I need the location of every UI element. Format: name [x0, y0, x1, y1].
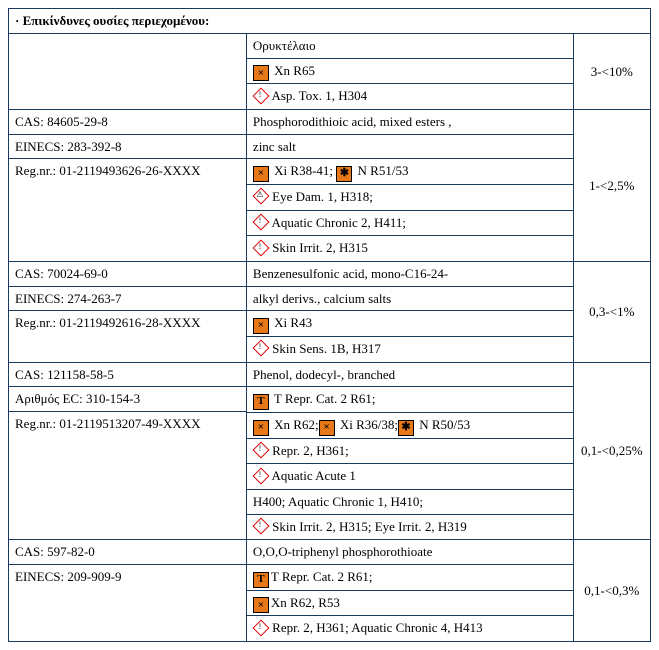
- desc-text: Xn R62, R53: [271, 595, 340, 610]
- id-line: Αριθμός EC: 310-154-3: [9, 387, 246, 412]
- substance-id-cell: CAS: 84605-29-8EINECS: 283-392-8Reg.nr.:…: [9, 110, 247, 262]
- concentration-cell: 0,1-<0,25%: [573, 362, 650, 540]
- desc-text: Aquatic Acute 1: [269, 468, 356, 483]
- hazard-pictogram: ×: [253, 594, 269, 614]
- desc-line: alkyl derivs., calcium salts: [247, 287, 573, 312]
- hazard-pictogram: !: [253, 468, 267, 488]
- hazard-pictogram: ✱: [398, 416, 414, 436]
- hazard-pictogram: !: [253, 442, 267, 462]
- id-line: CAS: 597-82-0: [9, 540, 246, 565]
- id-line: CAS: 70024-69-0: [9, 262, 246, 287]
- desc-text: Xn R65: [271, 63, 315, 78]
- id-line: Reg.nr.: 01-2119493626-26-XXXX: [9, 159, 246, 183]
- hazard-pictogram: !: [253, 214, 267, 234]
- desc-text: Xi R36/38;: [337, 417, 398, 432]
- hazard-pictogram: ×: [319, 416, 335, 436]
- desc-line: ! Skin Sens. 1B, H317: [247, 337, 573, 362]
- hazard-pictogram: !: [253, 620, 267, 640]
- substance-desc-cell: Phosphorodithioic acid, mixed esters , z…: [246, 110, 573, 262]
- substance-id-cell: CAS: 597-82-0EINECS: 209-909-9: [9, 540, 247, 642]
- desc-line: O,O,O-triphenyl phosphorothioate: [247, 540, 573, 565]
- id-line: EINECS: 283-392-8: [9, 135, 246, 160]
- desc-text: Ορυκτέλαιο: [253, 38, 316, 53]
- hazard-pictogram: T: [253, 390, 269, 410]
- hazard-pictogram: !: [253, 240, 267, 260]
- desc-text: Repr. 2, H361;: [269, 443, 349, 458]
- hazard-pictogram: ✱: [336, 162, 352, 182]
- desc-text: alkyl derivs., calcium salts: [253, 291, 391, 306]
- desc-text: Skin Sens. 1B, H317: [269, 341, 381, 356]
- desc-line: Ορυκτέλαιο: [247, 34, 573, 59]
- substance-id-cell: [9, 34, 247, 110]
- desc-line: ! Aquatic Acute 1: [247, 464, 573, 490]
- substance-desc-cell: Phenol, dodecyl-, branched T T Repr. Cat.…: [246, 362, 573, 540]
- concentration-cell: 1-<2,5%: [573, 110, 650, 262]
- hazard-pictogram: !: [253, 340, 267, 360]
- desc-text: H400; Aquatic Chronic 1, H410;: [253, 494, 423, 509]
- desc-text: O,O,O-triphenyl phosphorothioate: [253, 544, 432, 559]
- desc-text: Repr. 2, H361; Aquatic Chronic 4, H413: [269, 620, 483, 635]
- desc-line: ! Repr. 2, H361;: [247, 439, 573, 465]
- desc-text: N R50/53: [416, 417, 470, 432]
- desc-text: Xi R43: [271, 315, 312, 330]
- hazard-pictogram: ×: [253, 314, 269, 334]
- concentration-cell: 0,1-<0,3%: [573, 540, 650, 642]
- desc-text: Aquatic Chronic 2, H411;: [269, 215, 406, 230]
- desc-line: zinc salt: [247, 135, 573, 160]
- desc-line: Phenol, dodecyl-, branched: [247, 363, 573, 388]
- hazard-pictogram: !: [253, 518, 267, 538]
- id-line: CAS: 84605-29-8: [9, 110, 246, 135]
- hazard-pictogram: ×: [253, 62, 269, 82]
- id-line: Reg.nr.: 01-2119513207-49-XXXX: [9, 412, 246, 436]
- desc-line: ×Xn R62, R53: [247, 591, 573, 617]
- desc-line: ⚠ Eye Dam. 1, H318;: [247, 185, 573, 211]
- desc-text: T Repr. Cat. 2 R61;: [271, 569, 373, 584]
- desc-line: ! Asp. Tox. 1, H304: [247, 84, 573, 109]
- desc-line: × Xn R62;× Xi R36/38;✱ N R50/53: [247, 413, 573, 439]
- substance-desc-cell: Ορυκτέλαιο× Xn R65! Asp. Tox. 1, H304: [246, 34, 573, 110]
- substance-desc-cell: O,O,O-triphenyl phosphorothioate TT Repr.…: [246, 540, 573, 642]
- desc-text: Asp. Tox. 1, H304: [269, 88, 367, 103]
- desc-text: Skin Irrit. 2, H315; Eye Irrit. 2, H319: [269, 519, 467, 534]
- desc-text: T Repr. Cat. 2 R61;: [271, 391, 376, 406]
- desc-line: Benzenesulfonic acid, mono-C16-24-: [247, 262, 573, 287]
- table-header: · Επικίνδυνες ουσίες περιεχομένου:: [9, 9, 651, 34]
- desc-line: H400; Aquatic Chronic 1, H410;: [247, 490, 573, 515]
- desc-text: zinc salt: [253, 139, 296, 154]
- substance-id-cell: CAS: 70024-69-0EINECS: 274-263-7Reg.nr.:…: [9, 262, 247, 363]
- desc-line: ! Aquatic Chronic 2, H411;: [247, 211, 573, 237]
- desc-text: Phenol, dodecyl-, branched: [253, 367, 395, 382]
- hazard-pictogram: T: [253, 568, 269, 588]
- desc-line: ! Skin Irrit. 2, H315: [247, 236, 573, 261]
- hazard-pictogram: ×: [253, 416, 269, 436]
- desc-line: ! Skin Irrit. 2, H315; Eye Irrit. 2, H31…: [247, 515, 573, 540]
- concentration-cell: 3-<10%: [573, 34, 650, 110]
- id-line: CAS: 121158-58-5: [9, 363, 246, 388]
- desc-text: Xi R38-41;: [271, 163, 336, 178]
- desc-line: Phosphorodithioic acid, mixed esters ,: [247, 110, 573, 135]
- desc-line: × Xi R38-41; ✱ N R51/53: [247, 159, 573, 185]
- desc-line: T T Repr. Cat. 2 R61;: [247, 387, 573, 413]
- hazard-pictogram: ×: [253, 162, 269, 182]
- desc-text: N R51/53: [354, 163, 408, 178]
- desc-line: TT Repr. Cat. 2 R61;: [247, 565, 573, 591]
- id-line: EINECS: 274-263-7: [9, 287, 246, 312]
- desc-text: Phosphorodithioic acid, mixed esters ,: [253, 114, 452, 129]
- concentration-cell: 0,3-<1%: [573, 262, 650, 363]
- hazard-table: · Επικίνδυνες ουσίες περιεχομένου: Ορυκτ…: [8, 8, 651, 642]
- id-line: EINECS: 209-909-9: [9, 565, 246, 589]
- substance-desc-cell: Benzenesulfonic acid, mono-C16-24- alkyl …: [246, 262, 573, 363]
- desc-line: ! Repr. 2, H361; Aquatic Chronic 4, H413: [247, 616, 573, 641]
- hazard-pictogram: ⚠: [253, 188, 267, 208]
- substance-id-cell: CAS: 121158-58-5Αριθμός EC: 310-154-3Reg…: [9, 362, 247, 540]
- id-line: Reg.nr.: 01-2119492616-28-XXXX: [9, 311, 246, 335]
- hazard-pictogram: !: [253, 88, 267, 108]
- desc-line: × Xn R65: [247, 59, 573, 85]
- desc-line: × Xi R43: [247, 311, 573, 337]
- desc-text: Xn R62;: [271, 417, 319, 432]
- desc-text: Benzenesulfonic acid, mono-C16-24-: [253, 266, 448, 281]
- desc-text: Skin Irrit. 2, H315: [269, 240, 368, 255]
- desc-text: Eye Dam. 1, H318;: [269, 189, 373, 204]
